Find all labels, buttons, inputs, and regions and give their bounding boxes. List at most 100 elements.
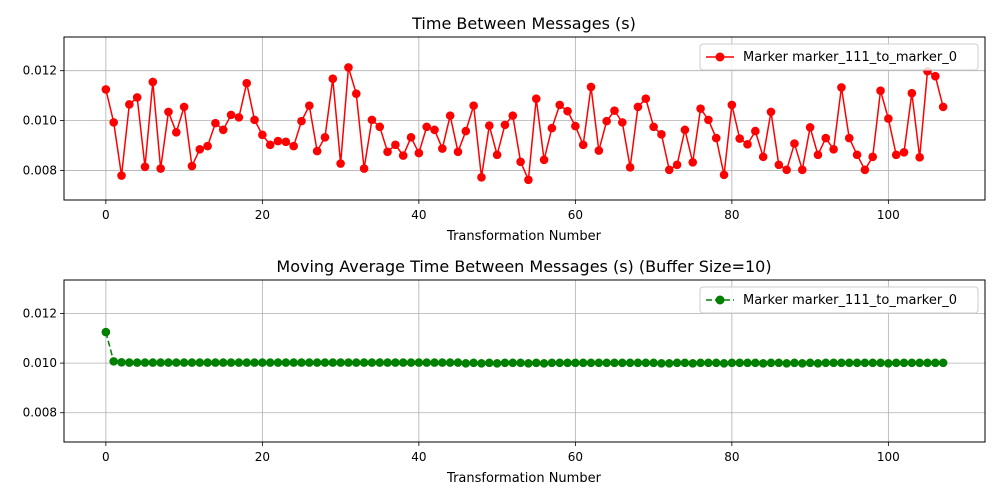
data-point [563,358,572,368]
data-point [633,102,643,112]
data-point [766,358,776,368]
data-point [915,358,924,368]
data-point [844,358,854,368]
data-point [797,165,807,175]
data-point [312,358,322,367]
data-point [696,358,705,368]
x-tick-label: 40 [411,450,426,464]
data-point [688,359,698,368]
data-point [829,145,838,154]
data-point [844,133,854,143]
data-point [704,115,713,125]
data-point [265,358,275,367]
data-point [117,358,126,367]
data-point [758,152,768,162]
x-tick-label: 20 [255,450,270,464]
data-point [547,123,557,133]
data-point [711,358,721,368]
data-point [187,358,197,367]
data-point [539,155,549,165]
legend-box [699,286,979,314]
data-point [320,358,330,367]
data-point [571,358,580,368]
data-point [711,133,721,143]
data-point [132,93,142,102]
data-point [618,118,627,127]
data-point [289,141,298,151]
data-point [610,106,619,115]
data-point [171,358,181,367]
data-point [602,358,611,368]
data-point [555,100,565,110]
data-point [790,358,799,368]
data-point [555,358,565,368]
data-point [884,359,893,368]
data-point [868,358,878,368]
series-line [105,67,944,183]
data-point [305,358,314,367]
data-point [618,358,627,368]
y-tick-label: 0.008 [23,406,57,420]
data-point [140,358,150,367]
x-tick-label: 0 [102,208,110,222]
data-point [688,158,698,167]
data-point [438,144,447,153]
data-point [782,359,791,368]
data-point [258,358,267,367]
data-point [594,146,604,155]
top-chart-panel: Time Between Messages (s) 0 20 40 60 80 100 0.… [23,14,986,244]
data-point [813,150,823,160]
data-point [899,148,909,157]
data-point [351,358,361,367]
x-tick-label: 100 [877,208,900,222]
chart-title: Moving Average Time Between Messages (s)… [276,257,771,276]
data-point [281,137,291,147]
data-point [578,358,588,368]
data-point [492,150,502,160]
data-point [312,146,322,156]
data-point [101,85,111,94]
data-point [743,358,752,368]
data-point [657,130,666,139]
data-point [250,358,259,367]
data-point [484,358,494,368]
data-point [359,358,369,367]
data-point [164,358,173,367]
data-point [383,147,392,157]
legend-box [699,43,979,71]
y-tick-label: 0.012 [23,306,57,320]
data-point [821,358,831,368]
data-point [320,133,330,142]
data-point [101,327,111,337]
data-point [876,86,885,95]
data-point [664,165,674,175]
data-point [907,88,917,98]
data-point [148,358,158,367]
data-point [602,116,611,126]
legend-marker [715,295,725,305]
data-point [805,358,815,368]
data-point [938,358,948,368]
data-point [531,94,541,103]
data-point [367,358,377,367]
data-point [625,358,635,368]
data-point [852,150,862,160]
data-point [586,358,596,368]
x-tick-label: 80 [724,450,739,464]
data-point [868,152,878,162]
data-point [852,358,862,368]
data-point [461,126,471,136]
data-point [383,358,392,367]
data-point [743,140,752,149]
data-point [931,71,940,81]
data-point [696,104,705,113]
x-tick-label: 80 [724,208,739,222]
data-point [813,359,823,368]
data-point [500,358,510,368]
data-point [398,358,408,367]
data-point [797,359,807,368]
data-point [805,123,815,132]
data-point [837,358,846,368]
x-tick-label: 100 [877,450,900,464]
data-point [923,358,932,368]
